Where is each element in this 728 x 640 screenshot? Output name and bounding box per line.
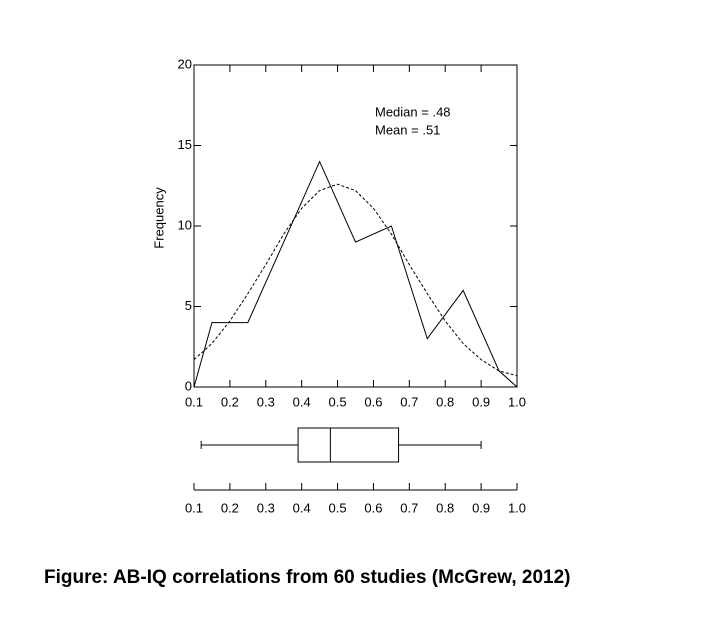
caption: Figure: AB-IQ correlations from 60 studi…	[44, 567, 571, 588]
x-tick-label: 0.5	[329, 394, 347, 409]
x-tick-label: 0.6	[364, 500, 382, 515]
x-tick-label: 0.2	[221, 500, 239, 515]
x-tick-label: 0.4	[293, 394, 311, 409]
annotation: Median = .48	[375, 104, 451, 119]
plot-frame	[193, 64, 518, 388]
x-tick-label: 0.3	[257, 394, 275, 409]
annotation: Mean = .51	[375, 122, 440, 137]
x-tick-label: 0.8	[436, 500, 454, 515]
y-tick-label: 0	[185, 378, 192, 393]
x-tick-label: 0.2	[221, 394, 239, 409]
x-tick-label: 1.0	[508, 500, 526, 515]
y-tick-label: 5	[185, 298, 192, 313]
x-tick-label: 0.7	[400, 394, 418, 409]
fitted-curve	[193, 183, 518, 377]
y-tick-label: 10	[178, 217, 192, 232]
x-tick-label: 0.9	[472, 500, 490, 515]
x-tick-label: 0.1	[185, 394, 203, 409]
x-tick-label: 0.8	[436, 394, 454, 409]
x-tick-label: 0.6	[364, 394, 382, 409]
y-tick-label: 20	[178, 56, 192, 71]
y-tick-label: 15	[178, 137, 192, 152]
x-tick-label: 0.7	[400, 500, 418, 515]
x-tick-label: 0.4	[293, 500, 311, 515]
x-tick-label: 0.3	[257, 500, 275, 515]
y-axis-label: Frequency	[151, 187, 166, 249]
x-tick-label: 0.5	[329, 500, 347, 515]
box	[297, 427, 400, 463]
x-tick-label: 0.1	[185, 500, 203, 515]
x-tick-label: 0.9	[472, 394, 490, 409]
frequency-line	[193, 160, 518, 388]
x-tick-label: 1.0	[508, 394, 526, 409]
